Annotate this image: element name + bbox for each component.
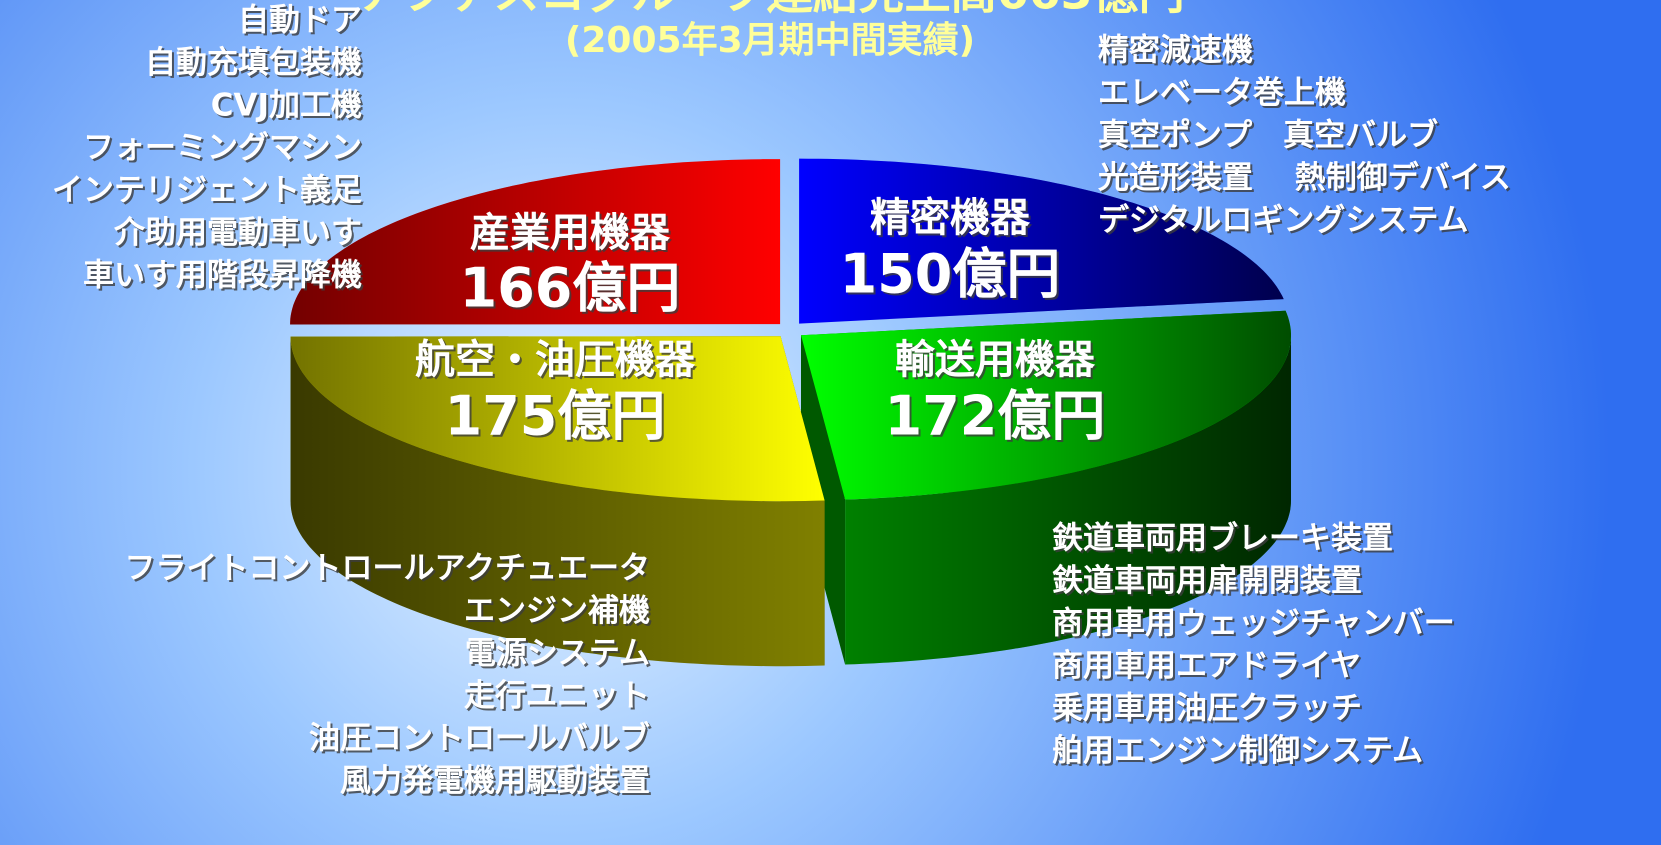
slice-top-shade: [290, 159, 781, 325]
slice-value: 166億円: [460, 257, 681, 320]
subtitle: (2005年3月期中間実績): [565, 20, 975, 61]
pie: [290, 158, 1291, 667]
slice-top-shade: [801, 310, 1291, 500]
product-item: 商用車用ウェッジチャンバー: [1052, 606, 1455, 642]
slice-value: 172億円: [885, 385, 1106, 448]
product-item: 光造形装置 熱制御デバイス: [1098, 160, 1511, 196]
product-item: CVJ加工機: [211, 88, 362, 124]
product-item: 乗用車用油圧クラッチ: [1052, 691, 1362, 727]
product-item: 自動ドア: [238, 3, 362, 39]
product-item: 自動充填包装機: [145, 45, 362, 81]
product-item: 商用車用エアドライヤ: [1052, 648, 1361, 684]
slice: [290, 159, 781, 325]
slice-category: 産業用機器: [470, 210, 671, 256]
slice: [290, 336, 825, 667]
product-item: 真空ポンプ 真空バルブ: [1098, 118, 1438, 154]
product-item: エンジン補機: [464, 593, 650, 629]
product-item: 精密減速機: [1098, 33, 1253, 69]
slice-top-shade: [799, 158, 1284, 324]
slice-wall-shade: [845, 335, 1291, 665]
slice-value: 150億円: [840, 243, 1061, 306]
product-item: 鉄道車両用扉開閉装置: [1052, 563, 1362, 599]
product-item: 車いす用階段昇降機: [83, 258, 362, 294]
slice: [801, 310, 1291, 665]
product-item: エレベータ巻上機: [1098, 75, 1346, 111]
product-item: 舶用エンジン制御システム: [1052, 733, 1423, 769]
slice: [799, 158, 1284, 324]
product-item: 介助用電動車いす: [113, 215, 362, 251]
product-item: 油圧コントロールバルブ: [309, 721, 650, 757]
product-item: 鉄道車両用ブレーキ装置: [1052, 521, 1393, 557]
slice-category: 精密機器: [870, 195, 1031, 241]
product-item: 電源システム: [465, 636, 650, 672]
product-item: デジタルロギングシステム: [1098, 203, 1468, 239]
title: ナブテスコグループ連結売上高663億円: [355, 0, 1184, 20]
product-item: インテリジェント義足: [52, 173, 362, 209]
slice-category: 輸送用機器: [895, 337, 1096, 383]
product-item: フォーミングマシン: [83, 130, 362, 166]
slice-wall-shade: [290, 336, 825, 667]
slice-category: 航空・油圧機器: [415, 337, 696, 383]
product-item: 走行ユニット: [464, 678, 650, 714]
product-item: 風力発電機用駆動装置: [340, 763, 650, 799]
slice-top-shade: [290, 336, 825, 502]
product-item: フライトコントロールアクチュエータ: [125, 551, 650, 587]
slice-value: 175億円: [445, 385, 666, 448]
